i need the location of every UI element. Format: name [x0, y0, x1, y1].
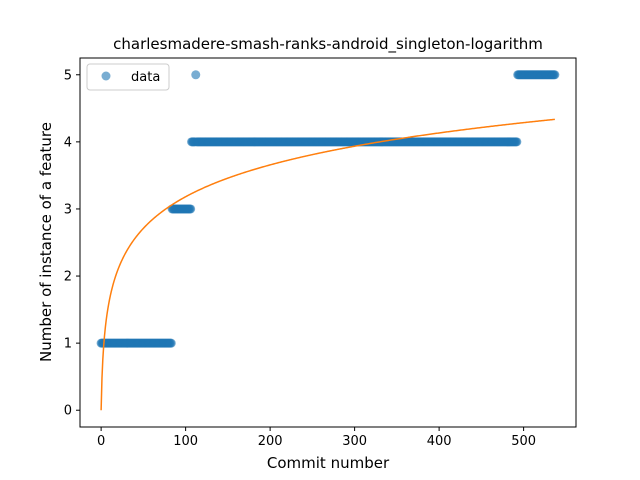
y-tick-label: 0 [64, 404, 72, 419]
x-tick-label: 0 [97, 434, 105, 449]
x-tick-label: 300 [342, 434, 367, 449]
data-point [550, 70, 560, 80]
legend-label-data: data [131, 70, 160, 85]
y-tick-label: 1 [64, 337, 72, 352]
plot-area [80, 58, 576, 427]
y-tick-label: 2 [64, 270, 72, 285]
data-point [191, 70, 201, 80]
y-tick-label: 3 [64, 202, 72, 217]
x-axis-ticks: 0 100 200 300 400 500 [97, 427, 536, 449]
legend-marker-data [101, 71, 111, 81]
x-tick-label: 200 [258, 434, 283, 449]
x-tick-label: 500 [511, 434, 536, 449]
y-axis-label: Number of instance of a feature [37, 122, 55, 362]
fit-line [100, 118, 555, 411]
fit-layer [100, 118, 555, 411]
x-tick-label: 400 [427, 434, 452, 449]
chart-title: charlesmadere-smash-ranks-android_single… [113, 35, 543, 54]
x-axis-label: Commit number [267, 454, 390, 472]
plot-frame [79, 57, 577, 428]
data-layer [96, 70, 560, 348]
y-axis-ticks: 0 1 2 3 4 5 [64, 68, 80, 419]
legend-box [86, 63, 170, 91]
data-point [166, 338, 176, 348]
y-tick-label: 5 [64, 68, 72, 83]
legend: data [86, 63, 170, 91]
data-point [512, 137, 522, 147]
x-tick-label: 100 [173, 434, 198, 449]
data-point [186, 204, 196, 214]
y-tick-label: 4 [64, 135, 72, 150]
